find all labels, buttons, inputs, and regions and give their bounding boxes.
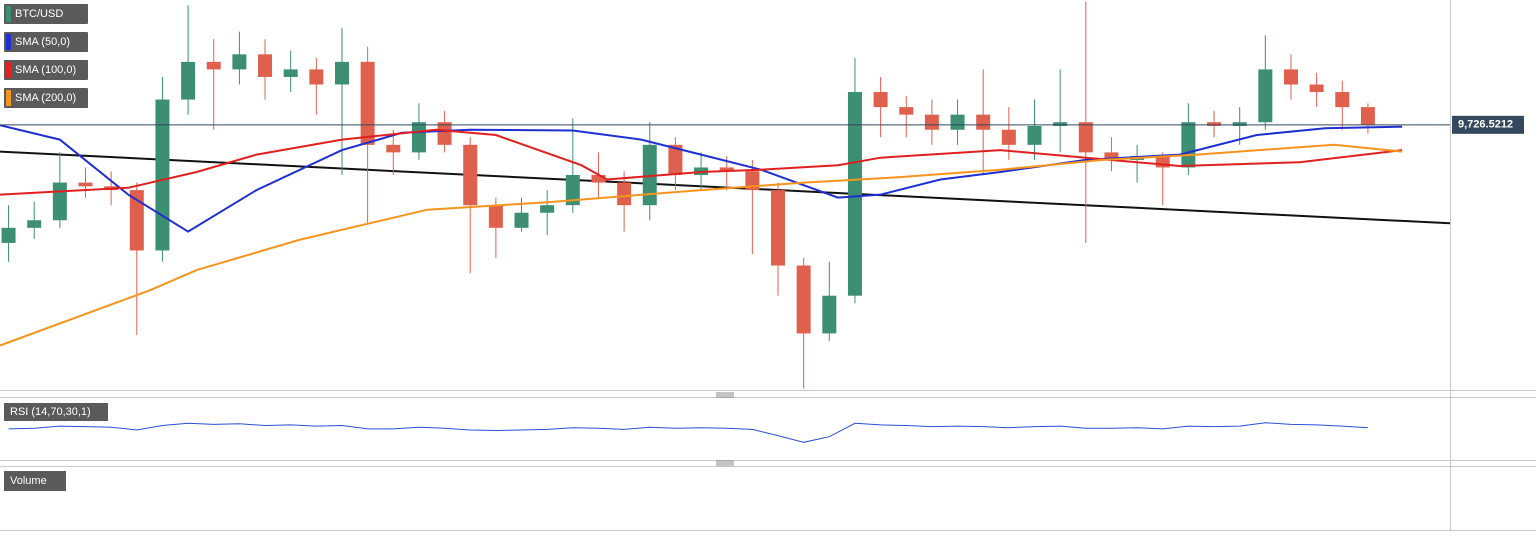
candle-body — [181, 61, 196, 100]
volume-label: Volume — [10, 475, 47, 487]
pane-resize-handle[interactable] — [716, 392, 734, 398]
candle-body — [899, 107, 914, 115]
candle-body — [796, 265, 811, 334]
candle-body — [719, 167, 734, 172]
legend-label: BTC/USD — [15, 8, 63, 20]
candle-body — [1, 227, 16, 243]
candle-body — [386, 144, 401, 153]
candle-body — [52, 182, 67, 221]
candle-body — [514, 212, 529, 228]
candle-body — [617, 182, 632, 206]
candle-body — [155, 99, 170, 251]
candle-body — [950, 114, 965, 130]
candle-body — [309, 69, 324, 85]
candle-body — [873, 92, 888, 108]
pane-resize-handle[interactable] — [716, 460, 734, 466]
candle-body — [1360, 107, 1375, 125]
candle-body — [642, 144, 657, 206]
candle-body — [360, 61, 375, 145]
legend-box — [4, 60, 88, 80]
legend-label: SMA (200,0) — [15, 92, 76, 104]
rsi-line — [8, 422, 1368, 443]
candle-body — [565, 175, 580, 206]
candle-body — [232, 54, 247, 70]
candle-body — [668, 144, 683, 176]
candle-body — [822, 295, 837, 334]
volume-label-box — [4, 471, 66, 491]
sma-line — [0, 143, 1403, 347]
candle-body — [437, 122, 452, 145]
candle-body — [463, 144, 478, 206]
candle-body — [258, 54, 273, 77]
candle-body — [1232, 122, 1247, 126]
candle-body — [540, 205, 555, 213]
candle-body — [976, 114, 991, 130]
candle-body — [334, 61, 349, 85]
candle-body — [283, 69, 298, 77]
candle-body — [1053, 122, 1068, 126]
candle-body — [591, 175, 606, 183]
legend-swatch — [6, 34, 11, 50]
last-price-box — [1452, 115, 1524, 134]
candle-body — [1104, 152, 1119, 160]
candle-body — [1078, 122, 1093, 153]
candle-body — [488, 205, 503, 228]
legend-label: SMA (50,0) — [15, 36, 70, 48]
candle-body — [1181, 122, 1196, 168]
legend-box — [4, 4, 88, 24]
candle-body — [411, 122, 426, 153]
candle-body — [129, 190, 144, 251]
legend-label: SMA (100,0) — [15, 64, 76, 76]
candle-body — [1335, 92, 1350, 108]
legend-box — [4, 32, 88, 52]
candle-body — [206, 61, 221, 70]
frame — [0, 0, 1536, 531]
candle-body — [1309, 84, 1324, 93]
candle-body — [1258, 69, 1273, 123]
candle-body — [771, 190, 786, 266]
candle-body — [1027, 125, 1042, 145]
legend-swatch — [6, 90, 11, 106]
rsi-label: RSI (14,70,30,1) — [10, 406, 91, 418]
last-price-label: 9,726.5212 — [1458, 119, 1513, 131]
candle-body — [78, 182, 93, 187]
candle-body — [924, 114, 939, 130]
legend-box — [4, 88, 88, 108]
marks — [0, 1, 1451, 443]
candle-body — [847, 92, 862, 296]
candle-body — [27, 220, 42, 228]
candle-body — [1001, 129, 1016, 145]
legend-swatch — [6, 62, 11, 78]
rsi-label-box — [4, 403, 108, 421]
candle-body — [1207, 122, 1222, 126]
candle-body — [1155, 156, 1170, 168]
legend-swatch — [6, 6, 11, 22]
labels: 9,726.5212 BTC/USD SMA (50,0) SMA (100,0) SM… — [4, 4, 1524, 491]
candle-body — [1283, 69, 1298, 85]
